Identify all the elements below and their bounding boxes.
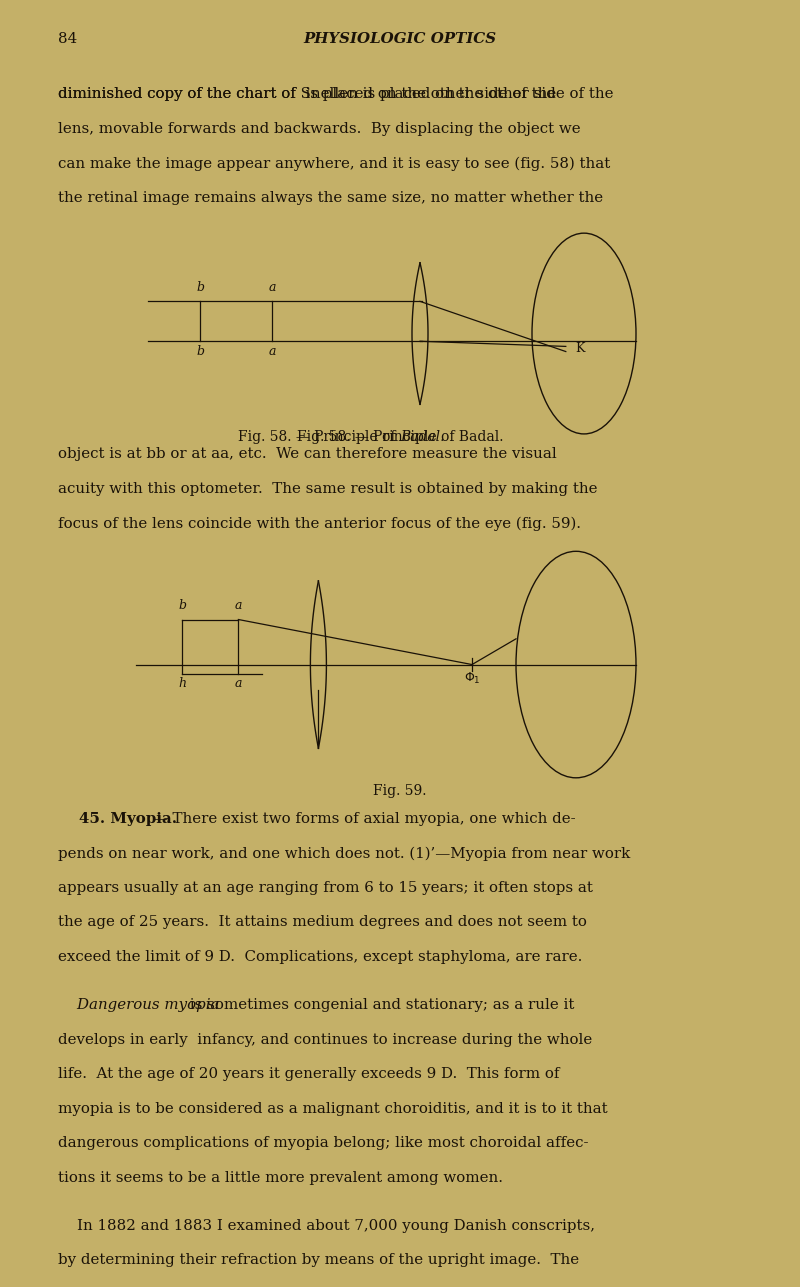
- Text: the retinal image remains always the same size, no matter whether the: the retinal image remains always the sam…: [58, 190, 602, 205]
- Text: In 1882 and 1883 I examined about 7,000 young Danish conscripts,: In 1882 and 1883 I examined about 7,000 …: [58, 1219, 594, 1233]
- Text: b: b: [196, 281, 204, 293]
- Text: Fig. 58. — Principle of Badal.: Fig. 58. — Principle of Badal.: [297, 430, 503, 444]
- Text: develops in early  infancy, and continues to increase during the whole: develops in early infancy, and continues…: [58, 1032, 592, 1046]
- Text: exceed the limit of 9 D.  Complications, except staphyloma, are rare.: exceed the limit of 9 D. Complications, …: [58, 950, 582, 964]
- Text: the age of 25 years.  It attains medium degrees and does not seem to: the age of 25 years. It attains medium d…: [58, 915, 586, 929]
- Text: b: b: [196, 345, 204, 358]
- Text: 84: 84: [58, 32, 77, 46]
- Text: a: a: [234, 677, 242, 690]
- Text: myopia is to be considered as a malignant choroiditis, and it is to it that: myopia is to be considered as a malignan…: [58, 1102, 607, 1116]
- Text: PHYSIOLOGIC OPTICS: PHYSIOLOGIC OPTICS: [303, 32, 497, 46]
- Text: b: b: [178, 598, 186, 611]
- Text: $\Phi_1$: $\Phi_1$: [464, 671, 480, 686]
- Text: acuity with this optometer.  The same result is obtained by making the: acuity with this optometer. The same res…: [58, 481, 597, 495]
- Text: dangerous complications of myopia belong; like most choroidal affec-: dangerous complications of myopia belong…: [58, 1136, 588, 1151]
- Text: is sometimes congenial and stationary; as a rule it: is sometimes congenial and stationary; a…: [185, 999, 574, 1012]
- Text: Badal.: Badal.: [400, 430, 445, 444]
- Text: Dangerous myopia: Dangerous myopia: [58, 999, 219, 1012]
- Text: by determining their refraction by means of the upright image.  The: by determining their refraction by means…: [58, 1254, 578, 1268]
- Text: can make the image appear anywhere, and it is easy to see (fig. 58) that: can make the image appear anywhere, and …: [58, 156, 610, 171]
- Text: diminished copy of the chart of ⁠⁠⁠⁠⁠⁠⁠⁠⁠⁠⁠⁠⁠⁠⁠⁠⁠⁠⁠⁠⁠⁠⁠⁠⁠⁠⁠⁠⁠⁠⁠⁠⁠⁠⁠⁠⁠⁠⁠⁠⁠⁠⁠⁠⁠⁠⁠ : diminished copy of the chart of ⁠⁠⁠⁠⁠⁠⁠⁠…: [58, 88, 556, 102]
- Text: life.  At the age of 20 years it generally exceeds 9 D.  This form of: life. At the age of 20 years it generall…: [58, 1067, 559, 1081]
- Text: diminished copy of the chart of Snellen is placed on the other side of the: diminished copy of the chart of Snellen …: [58, 88, 613, 102]
- Text: Fig. 59.: Fig. 59.: [374, 784, 426, 798]
- Text: pends on near work, and one which does not. (1)’—Myopia from near work: pends on near work, and one which does n…: [58, 847, 630, 861]
- Text: appears usually at an age ranging from 6 to 15 years; it often stops at: appears usually at an age ranging from 6…: [58, 880, 593, 894]
- Text: focus of the lens coincide with the anterior focus of the eye (fig. 59).: focus of the lens coincide with the ante…: [58, 516, 581, 530]
- Text: K: K: [575, 342, 585, 355]
- Text: a: a: [268, 345, 276, 358]
- Text: a: a: [234, 598, 242, 611]
- Text: tions it seems to be a little more prevalent among women.: tions it seems to be a little more preva…: [58, 1171, 502, 1184]
- Text: a: a: [268, 281, 276, 293]
- Text: Fig. 58. — Principle of ⁠⁠⁠⁠⁠⁠⁠⁠⁠⁠⁠⁠⁠⁠⁠: Fig. 58. — Principle of ⁠⁠⁠⁠⁠⁠⁠⁠⁠⁠⁠⁠⁠⁠⁠: [238, 430, 400, 444]
- Text: h: h: [178, 677, 186, 690]
- Text: 45. Myopia.: 45. Myopia.: [58, 812, 177, 826]
- Text: lens, movable forwards and backwards.  By displacing the object we: lens, movable forwards and backwards. By…: [58, 122, 580, 136]
- Text: — There exist two forms of axial myopia, one which de-: — There exist two forms of axial myopia,…: [148, 812, 576, 826]
- Text: object is at bb or at aa, etc.  We can therefore measure the visual: object is at bb or at aa, etc. We can th…: [58, 448, 556, 461]
